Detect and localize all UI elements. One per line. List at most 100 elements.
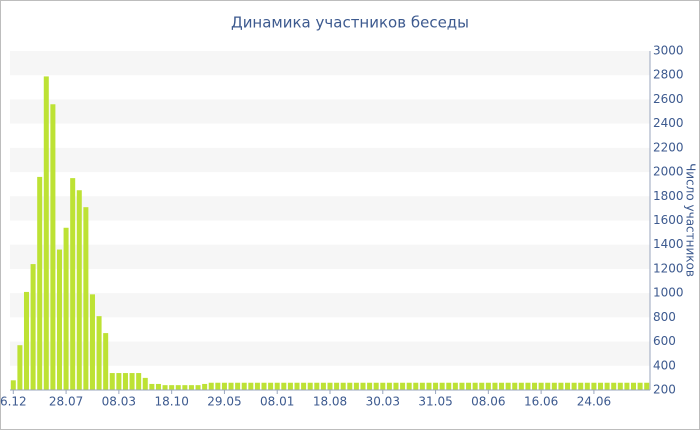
bar (202, 383, 208, 390)
bar (565, 382, 571, 390)
bar (505, 382, 511, 390)
bar (630, 382, 637, 390)
bar (644, 382, 650, 390)
bar (63, 227, 69, 390)
x-tick-label: 08.06 (471, 395, 505, 409)
bar (116, 373, 122, 390)
bar (195, 385, 201, 390)
bar (571, 382, 577, 390)
bar (360, 382, 366, 390)
y-tick-label: 200 (653, 383, 676, 397)
x-tick-label: 6.12 (0, 395, 27, 409)
grid-band (10, 99, 650, 124)
y-tick-label: 2200 (653, 140, 684, 154)
x-tick-label: 18.08 (313, 395, 347, 409)
bar (406, 382, 412, 390)
bar (70, 178, 76, 390)
bar (89, 294, 95, 390)
x-tick-label: 16.06 (524, 395, 558, 409)
bar (433, 382, 439, 390)
bar (413, 382, 419, 390)
y-tick-label: 1000 (653, 286, 684, 300)
bar (129, 373, 135, 390)
x-tick-label: 30.03 (366, 395, 400, 409)
bar (353, 382, 359, 390)
bar (617, 382, 623, 390)
bar (386, 382, 392, 390)
bar (538, 382, 544, 390)
y-tick-label: 2000 (653, 165, 684, 179)
y-tick-label: 1200 (653, 261, 684, 275)
bar (479, 382, 485, 390)
grid-band (10, 196, 650, 221)
bar (103, 333, 109, 390)
bar (175, 385, 181, 390)
bar (50, 104, 56, 391)
bar (287, 382, 293, 390)
bar (307, 382, 313, 390)
bar (228, 382, 234, 390)
bar (439, 382, 445, 390)
bar (459, 382, 465, 390)
bar (584, 382, 590, 390)
bar (155, 383, 161, 390)
grid-band (10, 341, 650, 366)
chart-title: Динамика участников беседы (231, 14, 469, 32)
bar (598, 382, 604, 390)
x-tick-label: 29.05 (207, 395, 241, 409)
bar (320, 382, 326, 390)
bar (452, 382, 458, 390)
y-tick-label: 2800 (653, 68, 684, 82)
grid-band (10, 147, 650, 173)
bar (380, 382, 386, 390)
x-tick-label: 08.03 (102, 395, 136, 409)
bar (558, 382, 564, 390)
bar (76, 190, 82, 390)
bar (637, 382, 643, 390)
bar (551, 382, 557, 390)
bar (400, 382, 406, 390)
grid-band (10, 51, 650, 76)
bar (367, 382, 373, 390)
bar (96, 316, 102, 390)
x-tick-label: 28.07 (49, 395, 83, 409)
bar (235, 382, 241, 390)
bar (518, 382, 524, 390)
bar (314, 382, 320, 390)
bar (545, 382, 551, 390)
bar (43, 76, 49, 391)
bar (512, 382, 518, 390)
x-tick-label: 24.06 (577, 395, 611, 409)
bar (241, 382, 247, 390)
bar (373, 382, 379, 390)
bar (419, 382, 425, 390)
x-tick-label: 08.01 (260, 395, 294, 409)
bar (162, 385, 168, 390)
bar (268, 382, 274, 390)
bar (261, 382, 267, 390)
bar (327, 382, 333, 390)
bar (10, 380, 16, 390)
bar (221, 382, 227, 390)
bar (466, 382, 472, 390)
y-tick-label: 1600 (653, 213, 684, 227)
bar (340, 382, 346, 390)
bar (30, 264, 36, 390)
y-tick-label: 1800 (653, 189, 684, 203)
grid-band (10, 293, 650, 318)
y-tick-label: 600 (653, 334, 676, 348)
bar (281, 382, 287, 390)
y-axis-label: Число участников (684, 163, 698, 277)
bar (136, 373, 142, 390)
bar (208, 382, 214, 390)
bar (499, 382, 505, 390)
bar (149, 383, 155, 390)
bar (591, 382, 597, 390)
bar (182, 385, 188, 390)
bar (142, 377, 148, 390)
bar (604, 382, 610, 390)
bar (248, 382, 254, 390)
bar (17, 345, 23, 390)
bar (624, 382, 630, 390)
x-tick-label: 31.05 (418, 395, 452, 409)
